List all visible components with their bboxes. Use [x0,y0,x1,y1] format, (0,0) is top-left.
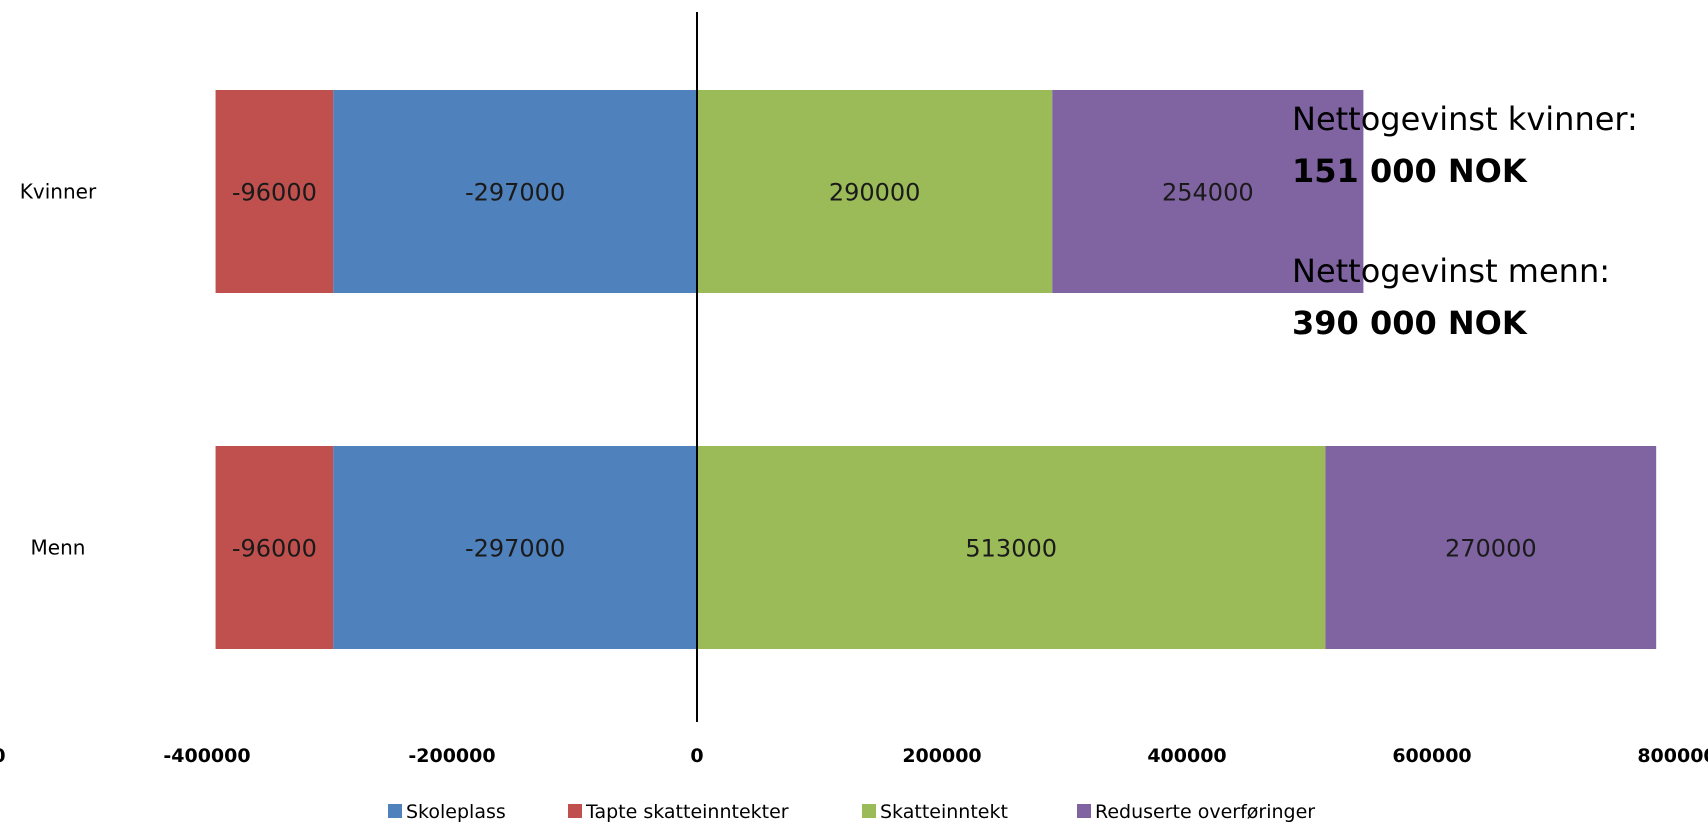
legend-label-tapte-skatteinntekter: Tapte skatteinntekter [585,801,789,823]
data-label-kvinner-skoleplass: -297000 [465,179,565,207]
data-label-menn-reduserte-overf-ringer: 270000 [1445,535,1537,563]
legend-swatch-skatteinntekt [862,804,876,818]
legend-swatch-tapte-skatteinntekter [568,804,582,818]
x-tick-label: -400000 [163,745,250,767]
bars-layer [215,90,1657,649]
bar-kvinner-tapte-skatteinntekter [215,90,334,293]
legend-swatch-skoleplass [388,804,402,818]
bar-menn-skatteinntekt [697,446,1326,649]
x-tick-label: 0 [690,745,703,767]
x-tick-label: 600000 [1392,745,1471,767]
category-label-menn: Menn [31,536,86,560]
legend-label-skatteinntekt: Skatteinntekt [880,801,1008,823]
x-tick-label: 200000 [902,745,981,767]
data-label-kvinner-tapte-skatteinntekter: -96000 [232,179,317,207]
legend-label-reduserte-overf-ringer: Reduserte overføringer [1095,801,1315,823]
bar-kvinner-reduserte-overf-ringer [1052,90,1364,293]
x-tick-label: 800000 [1637,745,1708,767]
x-tick-label: 400000 [1147,745,1226,767]
category-label-kvinner: Kvinner [20,180,97,204]
annotation-line2-0: 151 000 NOK [1292,152,1528,190]
x-axis-tick-labels: -600000 -400000 -200000 0 200000 400000 600000… [0,745,1708,767]
bar-kvinner-skoleplass [333,90,697,293]
x-tick-label: -200000 [408,745,495,767]
legend-swatch-reduserte-overf-ringer [1077,804,1091,818]
bar-menn-reduserte-overf-ringer [1325,446,1657,649]
bar-menn-tapte-skatteinntekter [215,446,334,649]
annotations: Nettogevinst kvinner: 151 000 NOK Nettogev… [1292,100,1638,342]
data-label-menn-skoleplass: -297000 [465,535,565,563]
data-labels-layer: -297000 -96000 290000 254000 -297000 -96000 51… [232,179,1537,563]
x-tick-label: -600000 [0,745,6,767]
data-label-kvinner-reduserte-overf-ringer: 254000 [1162,179,1254,207]
data-label-menn-skatteinntekt: 513000 [965,535,1057,563]
annotation-line1-0: Nettogevinst kvinner: [1292,100,1638,138]
annotation-line1-1: Nettogevinst menn: [1292,252,1610,290]
data-label-menn-tapte-skatteinntekter: -96000 [232,535,317,563]
bar-kvinner-skatteinntekt [697,90,1053,293]
data-label-kvinner-skatteinntekt: 290000 [829,179,921,207]
legend-label-skoleplass: Skoleplass [406,801,506,823]
category-labels-layer: Kvinner Menn [20,180,97,560]
bar-menn-skoleplass [333,446,697,649]
legend: Skoleplass Tapte skatteinntekter Skatteinn… [388,801,1315,823]
annotation-line2-1: 390 000 NOK [1292,304,1528,342]
